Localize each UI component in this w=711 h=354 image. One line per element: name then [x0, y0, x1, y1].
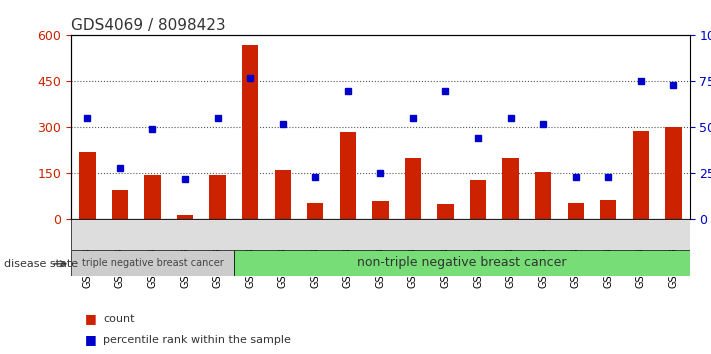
Bar [535, 172, 551, 219]
Text: non-triple negative breast cancer: non-triple negative breast cancer [357, 256, 567, 269]
Text: disease state: disease state [4, 259, 77, 269]
Bar [307, 202, 324, 219]
Bar [470, 179, 486, 219]
Bar [405, 158, 421, 219]
Bar [242, 45, 258, 219]
Bar [567, 202, 584, 219]
Text: GDS4069 / 8098423: GDS4069 / 8098423 [71, 18, 225, 33]
Bar [633, 131, 649, 219]
Text: ■: ■ [85, 333, 97, 346]
Bar [144, 175, 161, 219]
Bar [79, 152, 95, 219]
Bar [340, 132, 356, 219]
Bar [274, 170, 291, 219]
Bar [177, 215, 193, 219]
Bar [71, 250, 234, 276]
Text: percentile rank within the sample: percentile rank within the sample [103, 335, 291, 345]
Text: count: count [103, 314, 134, 324]
Bar [234, 250, 690, 276]
Bar [373, 201, 388, 219]
Bar [600, 200, 616, 219]
Bar [503, 158, 519, 219]
Bar [112, 190, 128, 219]
Text: triple negative breast cancer: triple negative breast cancer [82, 258, 223, 268]
Bar [437, 204, 454, 219]
Text: ■: ■ [85, 312, 97, 325]
Bar [665, 127, 682, 219]
Bar [210, 175, 225, 219]
